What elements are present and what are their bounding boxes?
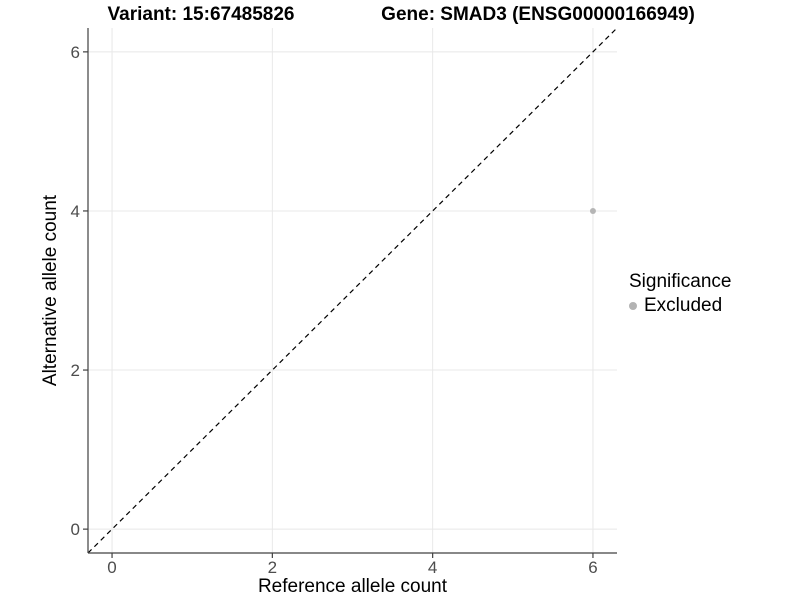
legend-title: Significance [629,271,732,292]
y-axis-title: Alternative allele count [40,194,61,387]
x-axis-title: Reference allele count [257,576,448,597]
x-tick-label: 0 [107,558,116,577]
legend-entry-label: Excluded [644,295,723,316]
legend: Significance Excluded [629,271,731,316]
plot-title-variant: Variant: 15:67485826 [107,4,295,25]
x-tick-label: 4 [428,558,437,577]
x-tick-label: 2 [268,558,277,577]
data-point [589,207,596,214]
y-tick-label: 0 [71,520,80,539]
legend-point-icon [629,302,637,310]
y-tick-label: 2 [71,361,80,380]
y-tick-label: 4 [71,202,80,221]
legend-entry-excluded: Excluded [629,296,731,316]
y-tick-label: 6 [71,43,80,62]
x-tick-label: 6 [588,558,597,577]
identity-dashed-line [87,27,618,554]
plot-title-gene: Gene: SMAD3 (ENSG00000166949) [381,4,695,25]
